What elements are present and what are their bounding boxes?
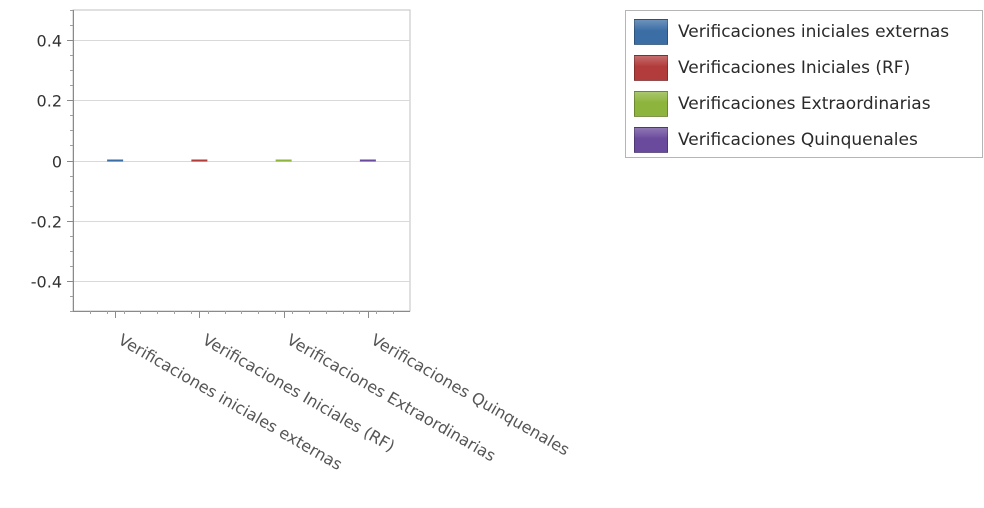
y-tick-label: 0.4	[37, 32, 62, 51]
bars	[107, 159, 376, 162]
plot-frame	[72, 9, 411, 312]
legend-item-verificaciones-extraordinarias: Verificaciones Extraordinarias	[634, 90, 931, 118]
axes	[67, 10, 410, 318]
bar-1	[107, 159, 124, 162]
legend-label: Verificaciones Iniciales (RF)	[678, 58, 911, 78]
legend-swatch	[634, 55, 668, 81]
y-tick-labels: -0.4 -0.2 0 0.2 0.4	[31, 32, 62, 292]
legend-label: Verificaciones Extraordinarias	[678, 94, 931, 114]
grid-lines	[73, 40, 410, 282]
legend-label: Verificaciones Quinquenales	[678, 130, 918, 150]
legend-item-verificaciones-quinquenales: Verificaciones Quinquenales	[634, 126, 918, 154]
y-tick-label: 0	[52, 153, 62, 172]
legend-item-verificaciones-iniciales-externas: Verificaciones iniciales externas	[634, 18, 949, 46]
y-tick-label: -0.4	[31, 273, 62, 292]
legend-label: Verificaciones iniciales externas	[678, 22, 950, 42]
legend-swatch	[634, 127, 668, 153]
bar-2	[191, 159, 208, 162]
x-category-labels: Verificaciones iniciales externasVerific…	[115, 330, 573, 474]
legend-item-verificaciones-iniciales-rf: Verificaciones Iniciales (RF)	[634, 54, 910, 82]
legend-swatch	[634, 91, 668, 117]
bar-3	[275, 159, 292, 162]
y-tick-label: 0.2	[37, 92, 62, 111]
bar-4	[359, 159, 376, 162]
legend-swatch	[634, 19, 668, 45]
y-tick-label: -0.2	[31, 213, 62, 232]
legend: Verificaciones iniciales externas Verifi…	[625, 10, 983, 158]
